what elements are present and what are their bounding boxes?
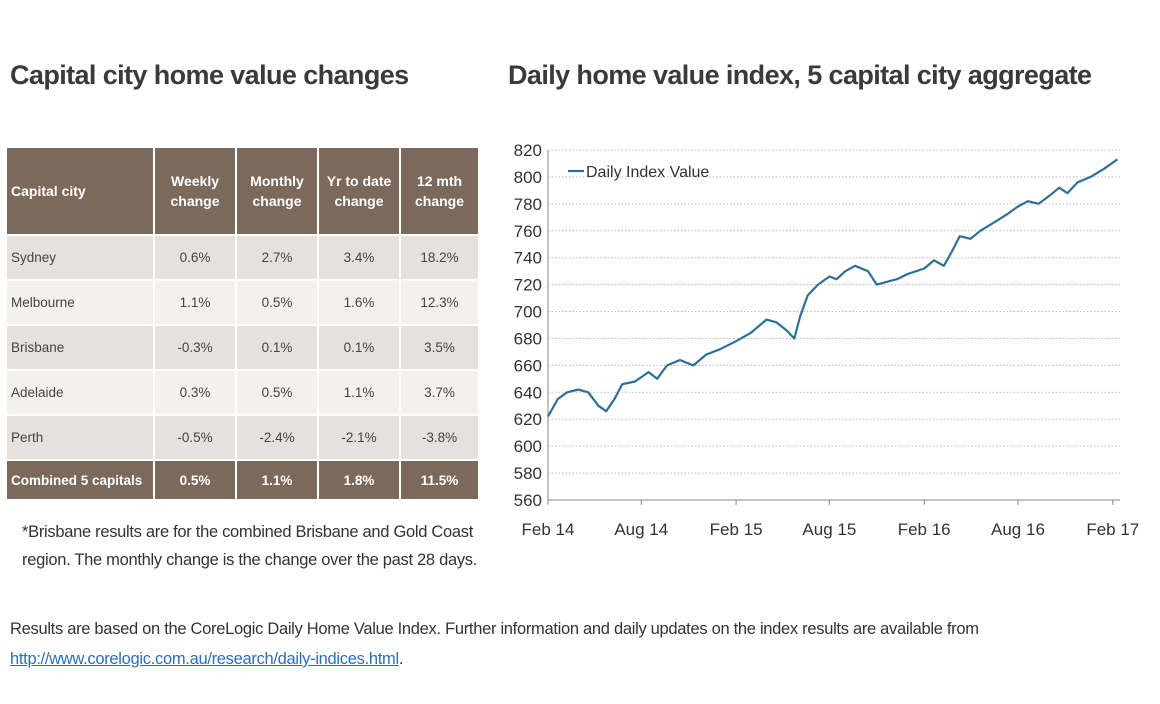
y-tick-label: 560 bbox=[514, 491, 542, 510]
x-tick-label: Feb 14 bbox=[522, 520, 575, 539]
monthly-cell: 1.1% bbox=[235, 459, 319, 501]
monthly-cell: -2.4% bbox=[235, 414, 319, 461]
city-cell: Adelaide bbox=[5, 369, 155, 416]
table-row: Adelaide 0.3% 0.5% 1.1% 3.7% bbox=[5, 369, 480, 416]
ytd-cell: 1.8% bbox=[317, 459, 401, 501]
y-tick-label: 600 bbox=[514, 437, 542, 456]
monthly-cell: 2.7% bbox=[235, 234, 319, 281]
y-tick-label: 780 bbox=[514, 195, 542, 214]
y-tick-label: 820 bbox=[514, 141, 542, 160]
city-cell: Brisbane bbox=[5, 324, 155, 371]
column-header-12mth: 12 mth change bbox=[399, 146, 480, 236]
source-note-text: Results are based on the CoreLogic Daily… bbox=[10, 620, 979, 638]
city-cell: Sydney bbox=[5, 234, 155, 281]
annual-cell: 3.7% bbox=[399, 369, 480, 416]
y-tick-label: 620 bbox=[514, 410, 542, 429]
y-tick-label: 640 bbox=[514, 383, 542, 402]
table-total-row: Combined 5 capitals 0.5% 1.1% 1.8% 11.5% bbox=[5, 459, 480, 501]
series-line bbox=[547, 158, 1119, 418]
ytd-cell: 3.4% bbox=[317, 234, 401, 281]
source-link[interactable]: http://www.corelogic.com.au/research/dai… bbox=[10, 650, 399, 668]
table-header-row: Capital city Weekly change Monthly chang… bbox=[5, 146, 480, 236]
legend-label: Daily Index Value bbox=[586, 164, 709, 181]
annual-cell: 12.3% bbox=[399, 279, 480, 326]
column-header-ytd: Yr to date change bbox=[317, 146, 401, 236]
source-note: Results are based on the CoreLogic Daily… bbox=[10, 614, 979, 674]
weekly-cell: -0.3% bbox=[153, 324, 237, 371]
left-title: Capital city home value changes bbox=[10, 60, 409, 90]
annual-cell: 11.5% bbox=[399, 459, 480, 501]
ytd-cell: 1.6% bbox=[317, 279, 401, 326]
x-tick-label: Feb 17 bbox=[1086, 520, 1139, 539]
column-header-weekly: Weekly change bbox=[153, 146, 237, 236]
weekly-cell: -0.5% bbox=[153, 414, 237, 461]
x-tick-label: Aug 15 bbox=[802, 520, 856, 539]
x-tick-label: Aug 16 bbox=[991, 520, 1045, 539]
annual-cell: -3.8% bbox=[399, 414, 480, 461]
city-cell: Perth bbox=[5, 414, 155, 461]
monthly-cell: 0.5% bbox=[235, 279, 319, 326]
y-tick-label: 700 bbox=[514, 303, 542, 322]
y-tick-label: 720 bbox=[514, 276, 542, 295]
table-row: Perth -0.5% -2.4% -2.1% -3.8% bbox=[5, 414, 480, 461]
column-header-monthly: Monthly change bbox=[235, 146, 319, 236]
y-tick-label: 660 bbox=[514, 356, 542, 375]
table-row: Sydney 0.6% 2.7% 3.4% 18.2% bbox=[5, 234, 480, 281]
x-tick-label: Aug 14 bbox=[614, 520, 668, 539]
weekly-cell: 1.1% bbox=[153, 279, 237, 326]
weekly-cell: 0.6% bbox=[153, 234, 237, 281]
monthly-cell: 0.5% bbox=[235, 369, 319, 416]
column-header-city: Capital city bbox=[5, 146, 155, 236]
source-note-trailing: . bbox=[398, 650, 404, 668]
weekly-cell: 0.5% bbox=[153, 459, 237, 501]
y-tick-label: 760 bbox=[514, 222, 542, 241]
ytd-cell: -2.1% bbox=[317, 414, 401, 461]
y-tick-label: 740 bbox=[514, 249, 542, 268]
y-tick-label: 800 bbox=[514, 168, 542, 187]
y-tick-label: 680 bbox=[514, 329, 542, 348]
x-tick-label: Feb 16 bbox=[898, 520, 951, 539]
chart-title: Daily home value index, 5 capital city a… bbox=[508, 60, 1092, 90]
home-value-table: Capital city Weekly change Monthly chang… bbox=[5, 146, 480, 501]
ytd-cell: 0.1% bbox=[317, 324, 401, 371]
weekly-cell: 0.3% bbox=[153, 369, 237, 416]
y-tick-label: 580 bbox=[514, 464, 542, 483]
annual-cell: 18.2% bbox=[399, 234, 480, 281]
monthly-cell: 0.1% bbox=[235, 324, 319, 371]
table-row: Brisbane -0.3% 0.1% 0.1% 3.5% bbox=[5, 324, 480, 371]
x-tick-label: Feb 15 bbox=[710, 520, 763, 539]
table-row: Melbourne 1.1% 0.5% 1.6% 12.3% bbox=[5, 279, 480, 326]
line-chart: 560 580 600 620 640 660 680 700 720 740 760 780 800 8… bbox=[514, 141, 1140, 539]
city-cell: Melbourne bbox=[5, 279, 155, 326]
ytd-cell: 1.1% bbox=[317, 369, 401, 416]
annual-cell: 3.5% bbox=[399, 324, 480, 371]
table-footnote: *Brisbane results are for the combined B… bbox=[22, 523, 478, 569]
city-cell: Combined 5 capitals bbox=[5, 459, 155, 501]
